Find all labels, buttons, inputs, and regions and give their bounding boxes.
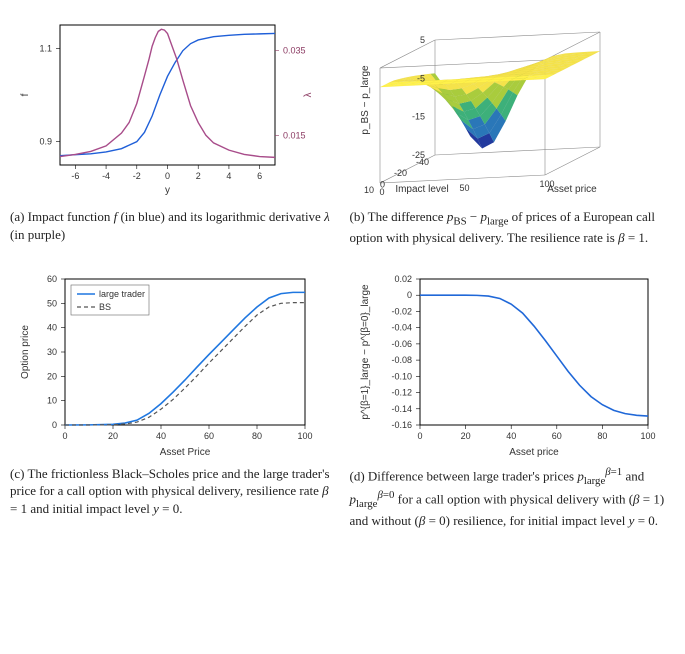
- svg-text:80: 80: [252, 431, 262, 441]
- caption-d: (d) Difference between large trader's pr…: [350, 465, 676, 530]
- svg-text:100: 100: [539, 179, 554, 189]
- panel-d: 0 20 40 60 80 100 -0.16 -0.14 -0.12 -0.10 -0.08 -0.…: [350, 267, 676, 530]
- svg-text:40: 40: [47, 322, 57, 332]
- svg-text:Option price: Option price: [20, 324, 31, 378]
- caption-a: (a) Impact function f (in blue) and its …: [10, 208, 336, 243]
- svg-text:30: 30: [47, 347, 57, 357]
- svg-text:50: 50: [47, 298, 57, 308]
- svg-text:-0.02: -0.02: [391, 306, 412, 316]
- svg-text:0: 0: [52, 420, 57, 430]
- svg-text:f: f: [20, 93, 31, 96]
- svg-text:0.035: 0.035: [283, 45, 306, 55]
- svg-text:BS: BS: [99, 302, 111, 312]
- svg-text:4: 4: [226, 171, 231, 181]
- svg-text:-0.08: -0.08: [391, 355, 412, 365]
- svg-text:p_BS − p_large: p_BS − p_large: [360, 65, 371, 135]
- chart-b: Impact levelAsset pricep_BS − p_large-40…: [350, 10, 660, 200]
- svg-text:-2: -2: [133, 171, 141, 181]
- svg-text:-5: -5: [416, 73, 424, 83]
- svg-text:Impact level: Impact level: [395, 184, 448, 195]
- svg-text:-0.06: -0.06: [391, 339, 412, 349]
- chart-d: 0 20 40 60 80 100 -0.16 -0.14 -0.12 -0.10 -0.08 -0.…: [350, 267, 660, 457]
- caption-c: (c) The frictionless Black–Scholes price…: [10, 465, 336, 518]
- svg-text:60: 60: [204, 431, 214, 441]
- svg-text:0.02: 0.02: [394, 274, 412, 284]
- svg-text:-4: -4: [102, 171, 110, 181]
- chart-a: -6 -4 -2 0 2 4 6 0.9 1.1 0.015 0.035 y f λ: [10, 10, 320, 200]
- svg-text:-0.10: -0.10: [391, 371, 412, 381]
- panel-b: Impact levelAsset pricep_BS − p_large-40…: [350, 10, 676, 247]
- svg-text:0: 0: [165, 171, 170, 181]
- svg-text:6: 6: [257, 171, 262, 181]
- svg-text:1.1: 1.1: [39, 43, 52, 53]
- svg-text:-0.04: -0.04: [391, 322, 412, 332]
- svg-text:-25: -25: [411, 150, 424, 160]
- svg-text:100: 100: [640, 431, 655, 441]
- svg-text:Asset price: Asset price: [509, 447, 559, 457]
- chart-c: 0 20 40 60 80 100 0 10 20 30 40 50 60 large trader BS A…: [10, 267, 320, 457]
- svg-text:10: 10: [363, 185, 373, 195]
- svg-text:0: 0: [379, 187, 384, 197]
- svg-text:20: 20: [47, 371, 57, 381]
- svg-text:-15: -15: [411, 112, 424, 122]
- panel-a: -6 -4 -2 0 2 4 6 0.9 1.1 0.015 0.035 y f λ (a) Impact…: [10, 10, 336, 247]
- svg-text:2: 2: [196, 171, 201, 181]
- svg-text:-20: -20: [393, 168, 406, 178]
- svg-text:60: 60: [551, 431, 561, 441]
- svg-text:60: 60: [47, 274, 57, 284]
- svg-text:-0.16: -0.16: [391, 420, 412, 430]
- svg-text:y: y: [165, 185, 170, 196]
- svg-text:5: 5: [419, 35, 424, 45]
- svg-text:-0.12: -0.12: [391, 387, 412, 397]
- svg-text:40: 40: [156, 431, 166, 441]
- svg-text:λ: λ: [303, 93, 314, 98]
- svg-text:10: 10: [47, 395, 57, 405]
- panel-c: 0 20 40 60 80 100 0 10 20 30 40 50 60 large trader BS A…: [10, 267, 336, 530]
- svg-text:large trader: large trader: [99, 289, 145, 299]
- svg-text:100: 100: [297, 431, 312, 441]
- svg-text:80: 80: [597, 431, 607, 441]
- svg-text:0.015: 0.015: [283, 130, 306, 140]
- svg-text:0: 0: [417, 431, 422, 441]
- svg-text:0: 0: [62, 431, 67, 441]
- svg-text:50: 50: [459, 183, 469, 193]
- caption-b: (b) The difference pBS − plarge of price…: [350, 208, 676, 247]
- svg-text:-0.14: -0.14: [391, 404, 412, 414]
- svg-text:Asset price: Asset price: [547, 184, 597, 195]
- svg-text:-6: -6: [71, 171, 79, 181]
- svg-text:0: 0: [406, 290, 411, 300]
- svg-text:0.9: 0.9: [39, 137, 52, 147]
- svg-text:p^{β=1}_large − p^{β=0}_large: p^{β=1}_large − p^{β=0}_large: [360, 284, 371, 420]
- svg-text:Asset Price: Asset Price: [160, 447, 211, 457]
- svg-text:20: 20: [108, 431, 118, 441]
- svg-text:20: 20: [460, 431, 470, 441]
- svg-text:40: 40: [506, 431, 516, 441]
